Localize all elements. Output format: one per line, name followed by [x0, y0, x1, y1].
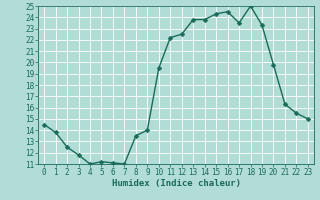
X-axis label: Humidex (Indice chaleur): Humidex (Indice chaleur) — [111, 179, 241, 188]
